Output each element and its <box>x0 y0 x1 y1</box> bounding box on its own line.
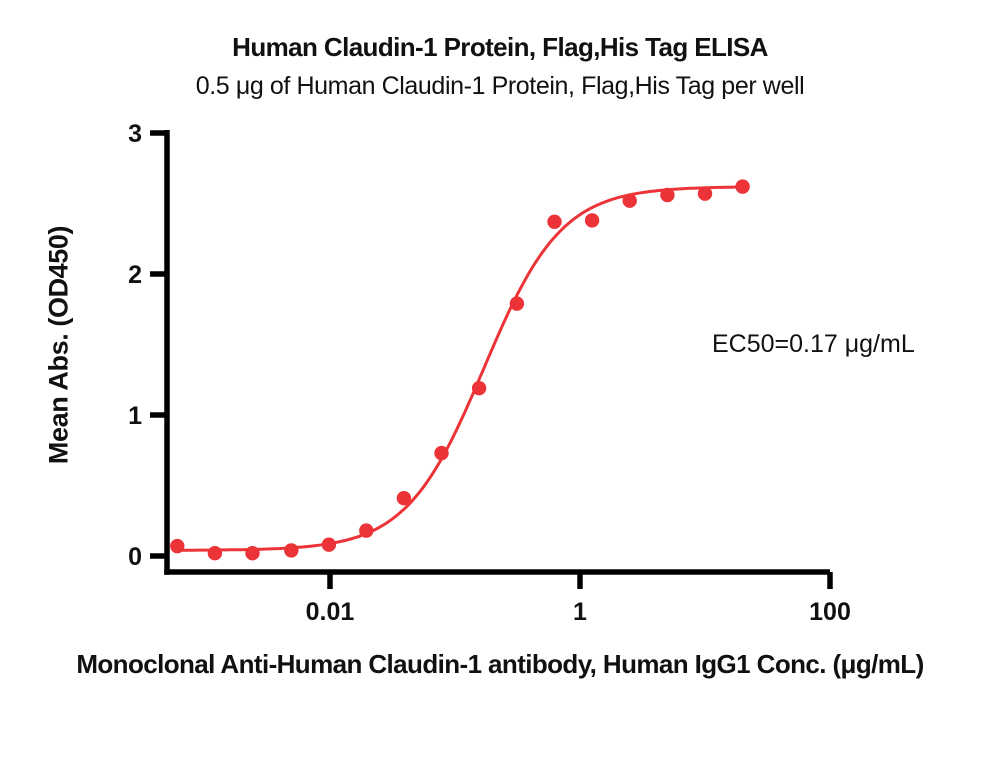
fit-curve <box>175 185 745 552</box>
data-point <box>509 296 525 311</box>
y-tick-label: 1 <box>128 402 142 430</box>
data-point <box>284 543 299 558</box>
data-point <box>245 546 260 561</box>
chart-subtitle: 0.5 μg of Human Claudin-1 Protein, Flag,… <box>195 72 805 100</box>
data-point <box>359 523 374 538</box>
data-point <box>735 179 750 194</box>
chart-title: Human Claudin-1 Protein, Flag,His Tag EL… <box>232 32 768 62</box>
x-tick-label: 1 <box>573 598 587 626</box>
ec50-annotation: EC50=0.17 μg/mL <box>712 330 915 358</box>
data-point <box>584 213 600 228</box>
y-tick-label: 2 <box>128 261 142 289</box>
y-tick-label: 0 <box>128 543 142 571</box>
x-tick-label: 0.01 <box>306 598 355 626</box>
x-axis-label: Monoclonal Anti-Human Claudin-1 antibody… <box>76 649 924 679</box>
data-point <box>660 187 675 203</box>
y-tick-label: 3 <box>128 120 142 148</box>
data-point <box>321 537 337 552</box>
data-point <box>471 381 487 396</box>
data-point <box>434 445 449 461</box>
data-point <box>396 491 412 506</box>
x-tick-label: 100 <box>809 598 851 626</box>
data-point <box>622 193 637 208</box>
data-point <box>547 214 562 229</box>
data-point <box>697 186 713 201</box>
data-point <box>207 546 223 561</box>
data-point <box>170 538 185 554</box>
